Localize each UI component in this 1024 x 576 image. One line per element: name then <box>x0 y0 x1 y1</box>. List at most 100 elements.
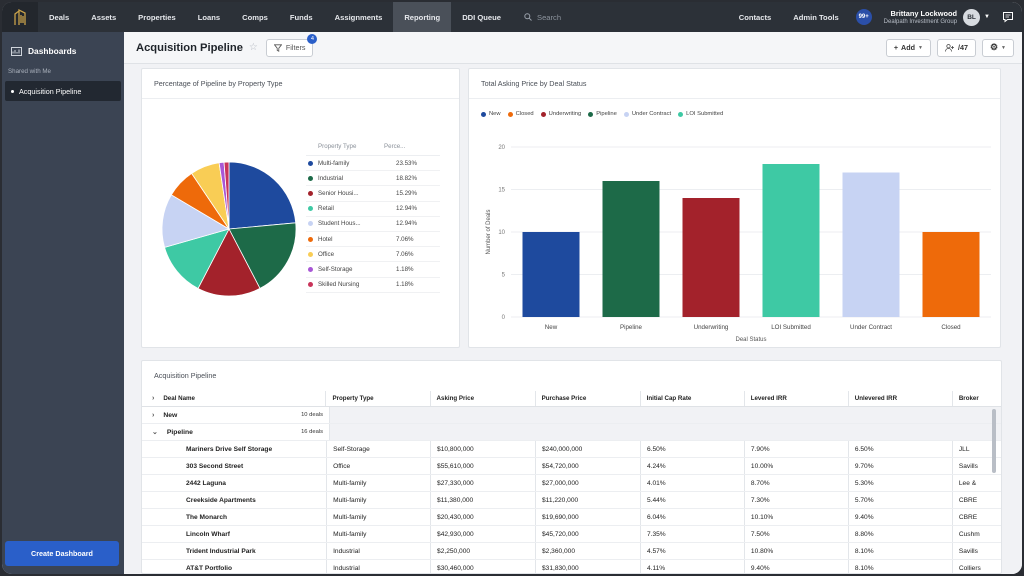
table-cell[interactable]: AT&T Portfolio <box>186 564 233 572</box>
filters-button[interactable]: Filters 4 <box>265 33 318 57</box>
nav-comps[interactable]: Comps <box>242 12 268 22</box>
nav-assets[interactable]: Assets <box>91 12 117 22</box>
nav-admin-tools[interactable]: Admin Tools <box>793 12 839 22</box>
pie-slice-multi-family[interactable] <box>228 161 297 230</box>
group-count: 10 deals <box>301 412 323 418</box>
notifications-badge[interactable]: 99+ <box>855 9 872 25</box>
sidebar: Dashboards Shared with Me Acquisition Pi… <box>2 32 124 574</box>
nav-assignments[interactable]: Assignments <box>334 12 383 22</box>
table-cell: 8.80% <box>847 526 952 542</box>
table-cell[interactable]: Creekside Apartments <box>186 496 256 504</box>
bar-loi-submitted[interactable] <box>762 164 820 317</box>
table-scrollbar[interactable] <box>992 409 996 473</box>
table-row[interactable]: The Monarch Multi-family $20,430,000 $19,69… <box>142 509 1001 526</box>
user-menu-caret-icon[interactable]: ▼ <box>984 14 990 20</box>
column-header[interactable]: Broker <box>951 391 1001 406</box>
table-cell[interactable]: The Monarch <box>186 513 228 521</box>
table-cell[interactable]: 2442 Laguna <box>186 479 226 487</box>
pie-legend-row[interactable]: Multi-family 23.53% <box>306 156 440 172</box>
table-row[interactable]: AT&T Portfolio Industrial $30,460,000 $31,8… <box>142 560 1001 573</box>
app-logo[interactable] <box>2 2 38 32</box>
table-cell: 6.50% <box>847 441 952 457</box>
nav-reporting[interactable]: Reporting <box>393 2 452 32</box>
bar-new[interactable] <box>522 232 580 317</box>
group-row[interactable]: › New 10 deals <box>142 407 1001 424</box>
pie-legend-row[interactable]: Senior Housi... 15.29% <box>306 186 440 202</box>
table-cell: Industrial <box>326 560 430 573</box>
nav-properties[interactable]: Properties <box>138 12 176 22</box>
nav-loans[interactable]: Loans <box>197 12 221 22</box>
bar-legend-item[interactable]: Underwriting <box>540 111 581 117</box>
bar-legend-item[interactable]: LOI Submitted <box>678 111 723 117</box>
pie-slice-industrial[interactable] <box>228 222 297 289</box>
table-cell: $45,720,000 <box>535 526 640 542</box>
bar-legend-item[interactable]: New <box>481 111 501 117</box>
pie-slice-senior-housi[interactable] <box>197 228 261 297</box>
table-row[interactable]: 2442 Laguna Multi-family $27,330,000 $27,00… <box>142 475 1001 492</box>
column-header[interactable]: Purchase Price <box>534 391 640 406</box>
add-button[interactable]: + Add ▼ <box>885 38 931 57</box>
user-info[interactable]: Brittany Lockwood Dealpath Investment Gr… <box>884 9 957 25</box>
group-label-wrap: ⌄ Pipeline <box>152 428 193 436</box>
pie-legend-row[interactable]: Self-Storage 1.18% <box>306 262 440 278</box>
sidebar-item-acquisition-pipeline[interactable]: Acquisition Pipeline <box>5 81 121 101</box>
sidebar-title: Dashboards <box>28 46 77 56</box>
bar-card-title: Total Asking Price by Deal Status <box>481 79 587 88</box>
add-caret-icon: ▼ <box>918 44 923 51</box>
bar-pipeline[interactable] <box>602 181 660 317</box>
column-header[interactable]: Unlevered IRR <box>847 391 952 406</box>
table-header: › Deal Name Property Type Asking Price Purch… <box>142 391 1001 407</box>
bar-closed[interactable] <box>922 232 980 317</box>
bar-underwriting[interactable] <box>682 198 740 317</box>
pie-legend-row[interactable]: Skilled Nursing 1.18% <box>306 278 440 293</box>
pie-legend-row[interactable]: Hotel 7.06% <box>306 232 440 248</box>
table-cell[interactable]: Mariners Drive Self Storage <box>186 445 273 453</box>
chat-icon[interactable] <box>1002 11 1014 23</box>
column-header[interactable]: Initial Cap Rate <box>639 391 744 406</box>
nav-contacts[interactable]: Contacts <box>738 12 772 22</box>
legend-swatch <box>308 175 313 181</box>
table-cell[interactable]: Trident Industrial Park <box>186 547 256 555</box>
expand-all-chevron-icon[interactable]: › <box>152 395 155 402</box>
chevron-down-icon[interactable]: ⌄ <box>152 429 158 436</box>
table-row[interactable]: Lincoln Wharf Multi-family $42,930,000 $45,… <box>142 526 1001 543</box>
filters-count-badge: 4 <box>307 33 318 44</box>
table-cell: 4.57% <box>639 543 744 559</box>
nav-funds[interactable]: Funds <box>289 12 313 22</box>
create-dashboard-button[interactable]: Create Dashboard <box>5 541 119 566</box>
bar-legend-item[interactable]: Under Contract <box>623 111 671 117</box>
group-row-fill <box>329 407 1001 423</box>
bar-under-contract[interactable] <box>842 172 900 318</box>
table-cell: $20,430,000 <box>430 509 535 525</box>
pie-legend-row[interactable]: Industrial 18.82% <box>306 171 440 187</box>
column-header[interactable]: Property Type <box>325 391 429 406</box>
table-row[interactable]: 303 Second Street Office $55,610,000 $54,72… <box>142 458 1001 475</box>
table-row[interactable]: Trident Industrial Park Industrial $2,250,… <box>142 543 1001 560</box>
chevron-right-icon[interactable]: › <box>152 411 155 419</box>
pie-legend-row[interactable]: Office 7.06% <box>306 247 440 263</box>
column-header-label: Deal Name <box>163 395 195 402</box>
bar-legend-item[interactable]: Pipeline <box>588 111 617 117</box>
favorite-star-icon[interactable]: ☆ <box>248 42 258 53</box>
column-header[interactable]: Asking Price <box>429 391 535 406</box>
share-count: /47 <box>957 43 968 52</box>
nav-ddi-queue[interactable]: DDI Queue <box>462 12 502 22</box>
pie-legend-row[interactable]: Retail 12.94% <box>306 202 440 217</box>
table-cell[interactable]: Lincoln Wharf <box>186 530 230 538</box>
table-row[interactable]: Mariners Drive Self Storage Self-Storage $… <box>142 441 1001 458</box>
pie-legend-row[interactable]: Student Hous... 12.94% <box>306 217 440 232</box>
bar-legend-item[interactable]: Closed <box>507 111 534 117</box>
share-button[interactable]: /47 <box>936 38 976 57</box>
table-row[interactable]: Creekside Apartments Multi-family $11,380,… <box>142 492 1001 509</box>
pie-slice-skilled-nursing[interactable] <box>223 161 230 230</box>
table-cell[interactable]: 303 Second Street <box>186 462 244 470</box>
nav-deals[interactable]: Deals <box>49 12 70 22</box>
x-tick-label: Closed <box>941 324 961 331</box>
column-header[interactable]: › Deal Name <box>142 395 325 402</box>
group-row[interactable]: ⌄ Pipeline 16 deals <box>142 424 1001 441</box>
table-body: › New 10 deals ⌄ Pipeline 16 deals Mariners Dr… <box>142 407 1001 573</box>
settings-button[interactable]: ⚙ ▼ <box>981 38 1014 57</box>
avatar[interactable]: BL <box>963 8 981 26</box>
column-header[interactable]: Levered IRR <box>743 391 848 406</box>
nav-search[interactable]: Search <box>512 13 561 22</box>
